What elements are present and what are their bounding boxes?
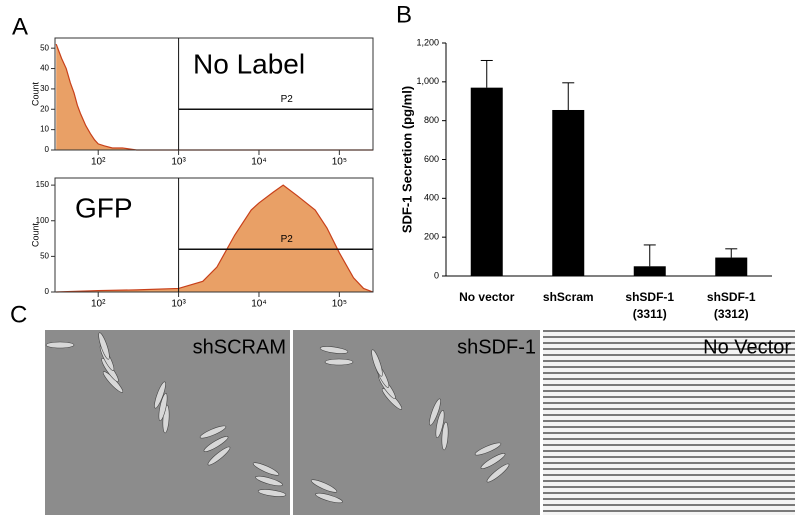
cell [252, 462, 280, 476]
y-axis-label: Count [30, 82, 40, 107]
y-tick-label: 600 [424, 154, 439, 164]
y-tick-label: 0 [45, 145, 50, 154]
cell [319, 346, 349, 354]
x-tick-label: 10⁴ [251, 157, 266, 168]
histogram-fill [56, 44, 374, 150]
gate-label: P2 [281, 234, 294, 245]
y-tick-label: 20 [40, 104, 49, 113]
y-tick-label: 30 [40, 84, 49, 93]
x-tick-label: 10² [91, 299, 106, 310]
y-tick-label: 0 [434, 270, 439, 280]
cell [199, 425, 227, 439]
panel-label: B [396, 1, 412, 28]
histogram-line [56, 184, 374, 293]
y-tick-label: 0 [45, 287, 50, 296]
bar [715, 257, 748, 276]
x-tick-label: shSDF-1 [625, 290, 674, 304]
cell [257, 489, 287, 497]
y-tick-label: 100 [36, 216, 50, 225]
cell [203, 436, 229, 452]
cell [310, 479, 338, 493]
x-tick-label: 10⁵ [332, 157, 347, 168]
y-tick-label: 40 [40, 64, 49, 73]
annotation: No Label [193, 48, 305, 79]
x-tick-label: (3312) [714, 307, 749, 321]
gate-label: P2 [281, 94, 294, 105]
x-tick-label: 10⁵ [332, 299, 347, 310]
cell [324, 358, 354, 366]
x-tick-label: shScram [543, 290, 594, 304]
histogram-fill [56, 185, 374, 292]
plot-frame [54, 37, 374, 151]
cell [154, 381, 166, 409]
bar [633, 266, 666, 276]
y-tick-label: 50 [40, 43, 49, 52]
cell [255, 475, 283, 487]
x-tick-label: No vector [459, 290, 515, 304]
cell [315, 492, 343, 504]
cell [486, 463, 510, 483]
y-tick-label: 1,000 [416, 76, 439, 86]
plot-frame [54, 177, 374, 293]
x-tick-label: 10³ [171, 299, 186, 310]
y-tick-label: 1,200 [416, 37, 439, 47]
bar [470, 87, 503, 277]
x-tick-label: 10² [91, 157, 106, 168]
image-label: No Vector [703, 336, 791, 358]
cell [480, 453, 506, 469]
micrograph [543, 330, 795, 515]
y-tick-label: 10 [40, 125, 49, 134]
image-label: shSDF-1 [457, 336, 536, 358]
cell [45, 341, 75, 349]
cell [158, 392, 168, 422]
cell [207, 446, 231, 466]
bar [552, 109, 585, 276]
panel-label: C [10, 301, 27, 328]
y-axis-label: Count [30, 223, 40, 248]
annotation: GFP [75, 192, 133, 223]
cell [429, 398, 441, 426]
cell [474, 442, 502, 456]
x-tick-label: (3311) [633, 307, 667, 321]
cell [98, 332, 110, 360]
image-label: shSCRAM [193, 336, 286, 358]
cell [371, 349, 383, 377]
panel-label: A [12, 13, 28, 40]
x-tick-label: shSDF-1 [707, 290, 756, 304]
x-tick-label: 10⁴ [251, 299, 266, 310]
y-tick-label: 200 [424, 232, 439, 242]
y-axis-label: SDF-1 Secretion (pg/ml) [399, 86, 414, 233]
cell [435, 409, 445, 439]
x-tick-label: 10³ [171, 157, 186, 168]
cell [441, 421, 449, 451]
y-tick-label: 150 [36, 180, 50, 189]
y-tick-label: 800 [424, 115, 439, 125]
y-tick-label: 50 [40, 251, 49, 260]
y-tick-label: 400 [424, 193, 439, 203]
